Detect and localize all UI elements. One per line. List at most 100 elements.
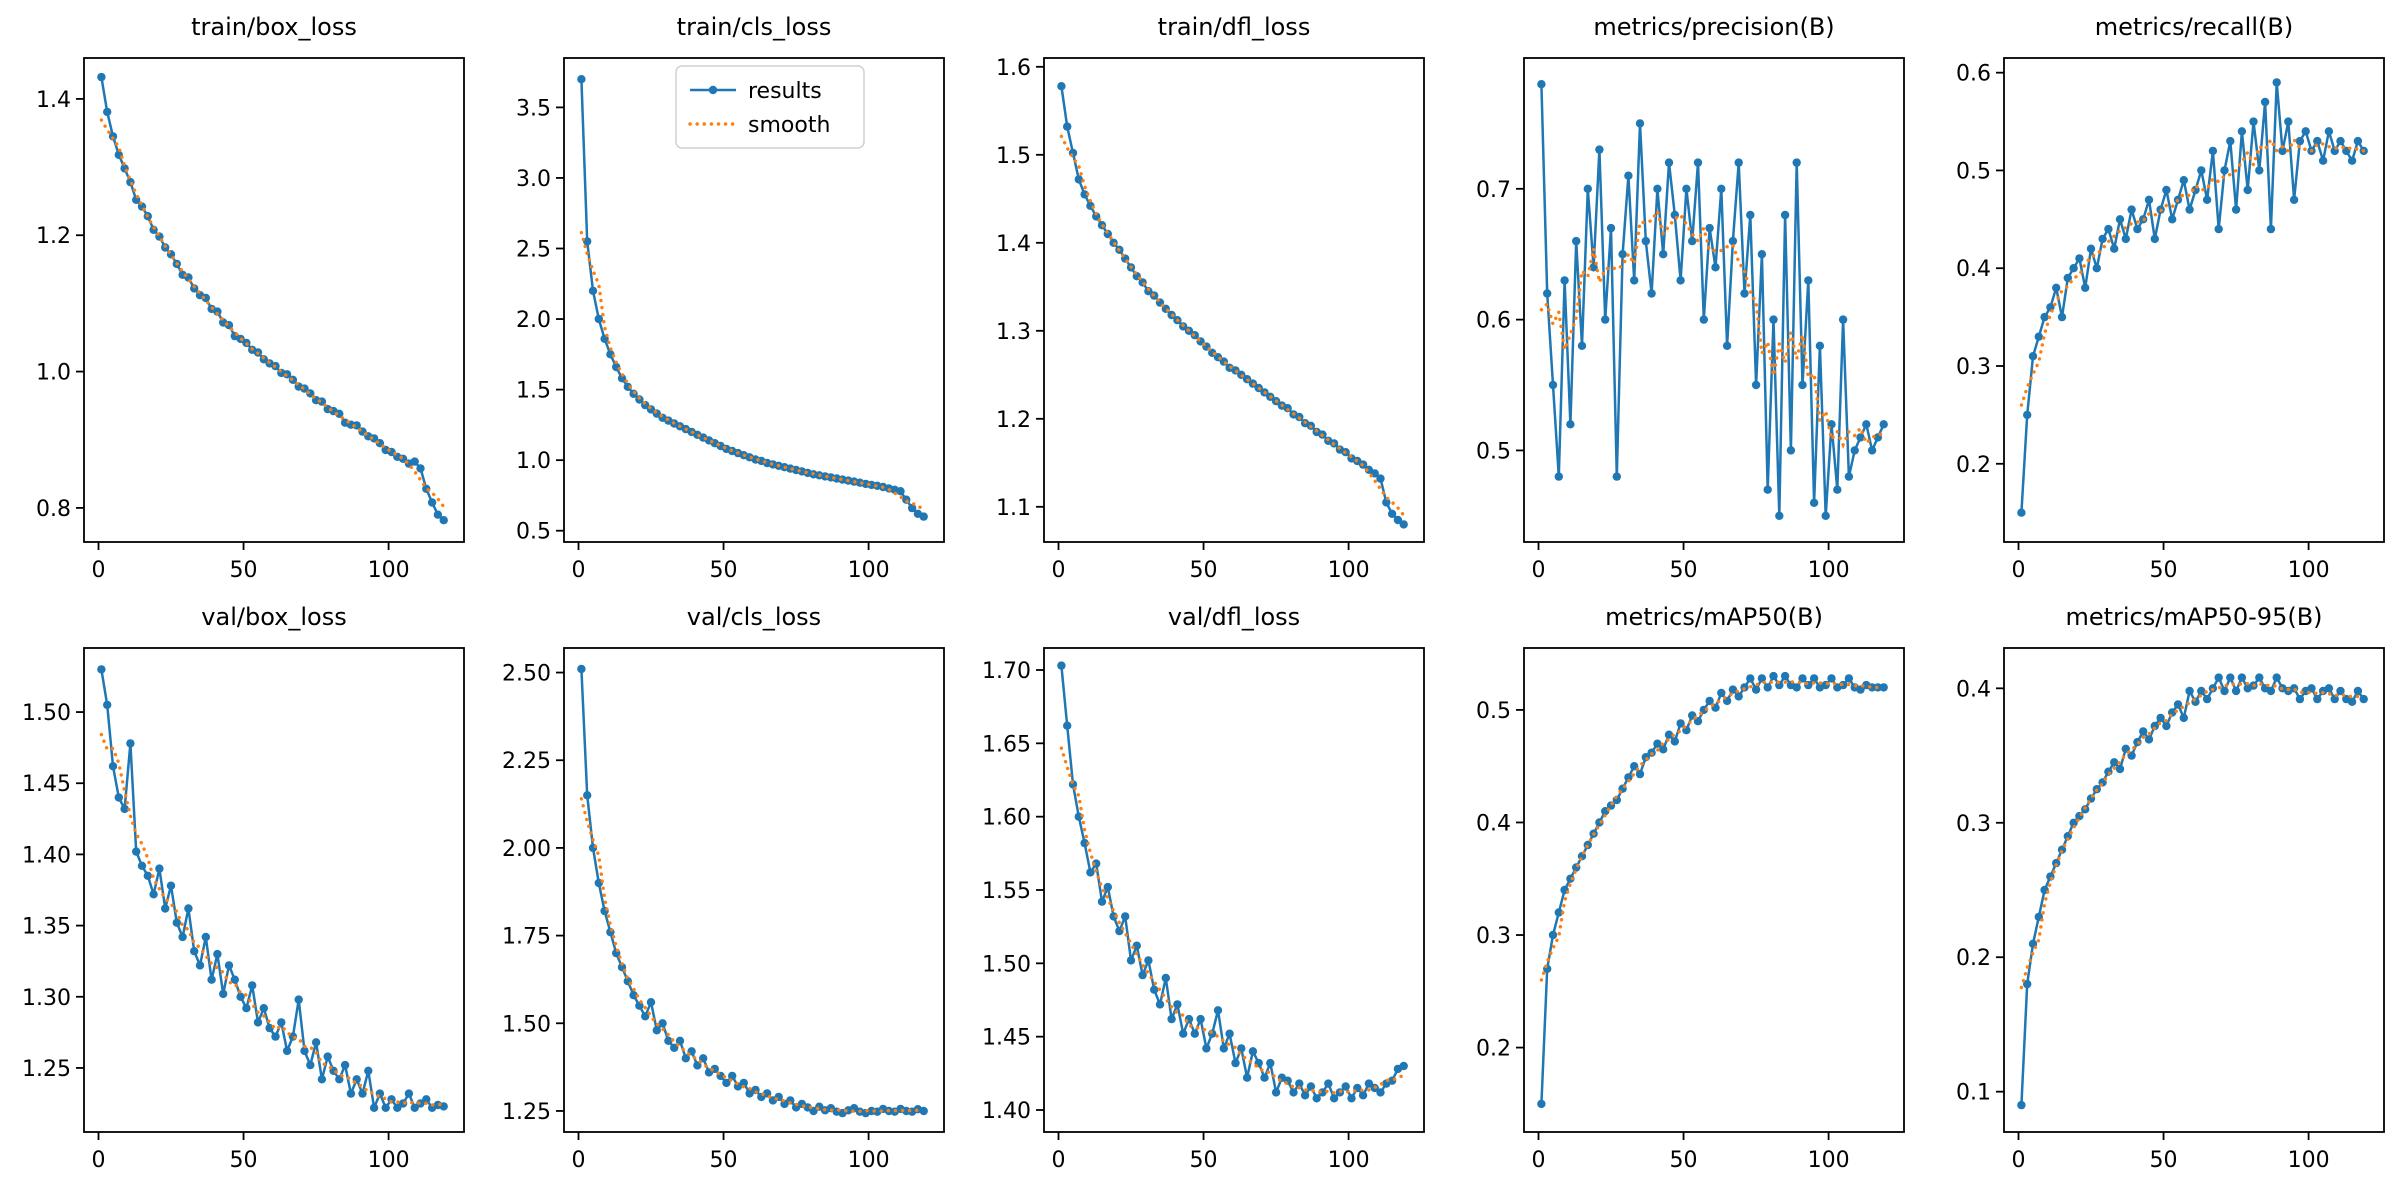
x-tick-label: 100 xyxy=(848,1148,890,1173)
subplot-train-box-loss: train/box_loss 0.8 1.0 1.2 1.4 0 50 100 xyxy=(0,8,480,598)
y-tick-label: 0.3 xyxy=(1956,812,1991,837)
y-tick-label: 1.30 xyxy=(22,986,71,1011)
chart-title: metrics/recall(B) xyxy=(2094,13,2294,41)
smooth-line xyxy=(1539,679,1886,982)
x-tick-label: 0 xyxy=(1052,558,1066,583)
y-tick-label: 1.40 xyxy=(982,1099,1031,1124)
x-axis: 0 50 100 xyxy=(2012,542,2330,583)
y-axis: 1.25 1.30 1.35 1.40 1.45 1.50 xyxy=(22,701,84,1082)
y-tick-label: 1.0 xyxy=(516,449,551,474)
x-tick-label: 0 xyxy=(92,558,106,583)
legend-box xyxy=(675,65,865,149)
y-tick-label: 1.2 xyxy=(996,408,1031,433)
smooth-line xyxy=(2019,136,2366,407)
chart-title: metrics/mAP50(B) xyxy=(1605,603,1823,631)
y-tick-label: 1.70 xyxy=(982,659,1031,684)
x-tick-label: 0 xyxy=(572,1148,586,1173)
y-tick-label: 2.5 xyxy=(516,237,551,262)
x-tick-label: 50 xyxy=(1190,1148,1218,1173)
subplot-train-cls-loss: train/cls_loss 0.5 1.0 1.5 2.0 2.5 3.0 3.5 0 50 10… xyxy=(480,8,960,598)
y-tick-label: 0.3 xyxy=(1476,924,1511,949)
y-tick-label: 1.45 xyxy=(982,1026,1031,1051)
y-axis: 0.2 0.3 0.4 0.5 xyxy=(1476,699,1524,1062)
axes-frame xyxy=(2003,647,2385,1133)
subplot-val-box-loss: val/box_loss 1.25 1.30 1.35 1.40 1.45 1.50 0 50 1… xyxy=(0,598,480,1188)
y-tick-label: 1.5 xyxy=(996,144,1031,169)
y-axis: 1.1 1.2 1.3 1.4 1.5 1.6 xyxy=(996,56,1044,521)
y-tick-label: 1.0 xyxy=(36,361,71,386)
smooth-line xyxy=(1059,134,1406,517)
y-tick-label: 0.4 xyxy=(1956,677,1991,702)
x-tick-label: 100 xyxy=(848,558,890,583)
x-tick-label: 100 xyxy=(1328,1148,1370,1173)
plot-area: 0.2 0.3 0.4 0.5 0.6 0 50 100 xyxy=(1956,57,2385,583)
y-tick-label: 1.4 xyxy=(996,232,1031,257)
y-tick-label: 0.5 xyxy=(1956,159,1991,184)
y-tick-label: 0.4 xyxy=(1476,811,1511,836)
results-markers xyxy=(1537,80,1888,520)
plot-area: 1.40 1.45 1.50 1.55 1.60 1.65 1.70 0 50 100 xyxy=(982,647,1425,1173)
results-markers xyxy=(1537,671,1888,1109)
x-tick-label: 0 xyxy=(92,1148,106,1173)
x-tick-label: 100 xyxy=(1808,558,1850,583)
y-tick-label: 1.4 xyxy=(36,88,71,113)
plot-area: 0.2 0.3 0.4 0.5 0 50 100 xyxy=(1476,647,1905,1173)
x-tick-label: 100 xyxy=(368,558,410,583)
results-markers xyxy=(97,72,448,525)
smooth-line xyxy=(1539,206,1886,449)
y-axis: 0.8 1.0 1.2 1.4 xyxy=(36,88,84,522)
plot-area: 0.1 0.2 0.3 0.4 0 50 100 xyxy=(1956,647,2385,1173)
x-tick-label: 50 xyxy=(230,558,258,583)
chart-title: train/dfl_loss xyxy=(1157,13,1311,41)
results-markers xyxy=(1057,661,1408,1103)
x-axis: 0 50 100 xyxy=(572,542,890,583)
x-tick-label: 0 xyxy=(1532,558,1546,583)
results-line xyxy=(1540,84,1885,518)
results-line xyxy=(580,668,925,1115)
legend: results smooth xyxy=(675,65,865,149)
y-tick-label: 3.5 xyxy=(516,96,551,121)
x-tick-label: 50 xyxy=(1190,558,1218,583)
x-tick-label: 50 xyxy=(710,558,738,583)
x-axis: 0 50 100 xyxy=(1532,542,1850,583)
charts-grid: train/box_loss 0.8 1.0 1.2 1.4 0 50 100 train/cl… xyxy=(0,8,2400,1188)
x-tick-label: 0 xyxy=(1532,1148,1546,1173)
y-axis: 1.40 1.45 1.50 1.55 1.60 1.65 1.70 xyxy=(982,659,1044,1124)
subplot-train-dfl-loss: train/dfl_loss 1.1 1.2 1.3 1.4 1.5 1.6 0 50 100 xyxy=(960,8,1440,598)
y-tick-label: 1.3 xyxy=(996,320,1031,345)
y-tick-label: 0.2 xyxy=(1476,1037,1511,1062)
axes-frame xyxy=(1523,647,1905,1133)
results-line xyxy=(1540,674,1884,1104)
axes-frame xyxy=(1523,57,1905,543)
x-axis: 0 50 100 xyxy=(1052,542,1370,583)
y-tick-label: 1.50 xyxy=(982,952,1031,977)
y-tick-label: 1.1 xyxy=(996,496,1031,521)
x-axis: 0 50 100 xyxy=(92,1132,410,1173)
y-tick-label: 0.7 xyxy=(1476,178,1511,203)
y-tick-label: 1.40 xyxy=(22,843,71,868)
y-tick-label: 1.60 xyxy=(982,806,1031,831)
smooth-line xyxy=(2019,681,2366,990)
x-tick-label: 100 xyxy=(2288,1148,2330,1173)
y-tick-label: 0.6 xyxy=(1476,309,1511,334)
smooth-line xyxy=(579,797,926,1114)
x-tick-label: 50 xyxy=(1670,1148,1698,1173)
chart-title: val/box_loss xyxy=(201,603,347,631)
x-tick-label: 50 xyxy=(230,1148,258,1173)
axes-frame xyxy=(83,647,465,1133)
chart-title: metrics/mAP50-95(B) xyxy=(2065,603,2323,631)
plot-area: 1.1 1.2 1.3 1.4 1.5 1.6 0 50 100 xyxy=(996,56,1425,583)
y-tick-label: 1.35 xyxy=(22,915,71,940)
x-axis: 0 50 100 xyxy=(2012,1132,2330,1173)
legend-results-label: results xyxy=(748,79,822,104)
y-tick-label: 0.5 xyxy=(1476,439,1511,464)
x-tick-label: 0 xyxy=(1052,1148,1066,1173)
x-tick-label: 100 xyxy=(2288,558,2330,583)
smooth-line xyxy=(99,732,446,1107)
y-axis: 0.5 0.6 0.7 xyxy=(1476,178,1524,464)
axes-frame xyxy=(563,647,945,1133)
y-axis: 0.1 0.2 0.3 0.4 xyxy=(1956,677,2004,1106)
chart-title: train/box_loss xyxy=(191,13,357,41)
subplot-val-cls-loss: val/cls_loss 1.25 1.50 1.75 2.00 2.25 2.50 0 50 1… xyxy=(480,598,960,1188)
